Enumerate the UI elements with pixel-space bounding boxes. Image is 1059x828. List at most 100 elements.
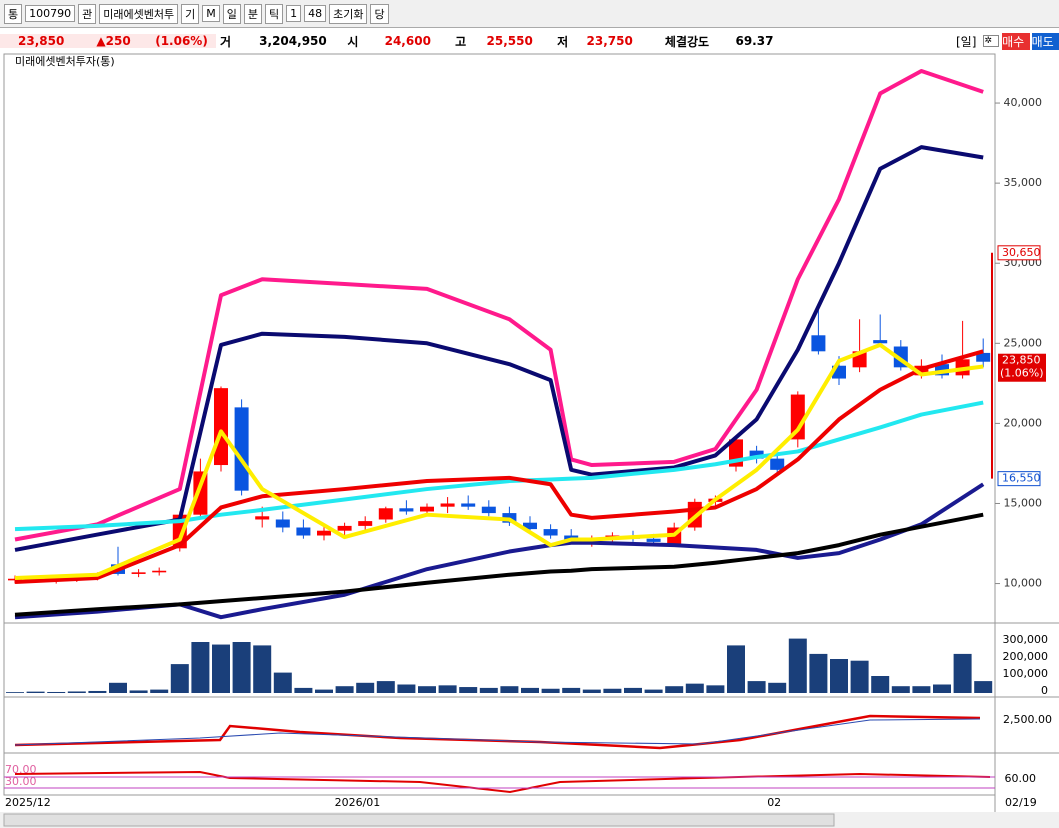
candle-body	[152, 570, 167, 573]
volume-bar	[562, 687, 581, 693]
current-box	[998, 353, 1046, 382]
candle-body	[440, 503, 455, 507]
volume-tick-label: 300,000	[1003, 633, 1049, 646]
period[interactable]: [일]	[955, 34, 977, 49]
volume-bar	[356, 682, 375, 693]
candle-body	[420, 506, 434, 512]
candle-body	[976, 352, 991, 362]
candle-body	[337, 525, 352, 531]
change: ▲250	[96, 34, 156, 48]
marker-label: 30,650	[1002, 246, 1041, 259]
indicator-line	[14, 400, 984, 532]
volume-tick-label: 100,000	[1003, 667, 1049, 680]
current-rate: (1.06%)	[1000, 367, 1044, 380]
high: 25,550	[486, 34, 533, 48]
toolbar-item[interactable]: 48	[304, 5, 327, 22]
toolbar-item[interactable]: 분	[243, 3, 262, 24]
volume-bar	[170, 664, 189, 693]
toolbar-item[interactable]: 일	[222, 3, 241, 24]
low: 23,750	[586, 34, 633, 48]
volume-bar	[47, 691, 66, 693]
volume-bar	[871, 676, 890, 693]
indicator-line	[14, 512, 984, 617]
volume-bar	[150, 689, 169, 693]
toolbar-item[interactable]: 미래에셋벤처투	[99, 3, 179, 24]
volume-bar	[624, 687, 642, 693]
volume-bar	[830, 659, 848, 693]
label: 거	[219, 34, 232, 49]
volume-bar	[706, 685, 725, 693]
price: 23,850	[0, 34, 97, 48]
candle-body	[378, 508, 393, 520]
candle-body	[358, 521, 373, 526]
toolbar-item[interactable]: M	[202, 5, 220, 22]
toolbar-item[interactable]: 통	[4, 3, 23, 24]
x-tick-label: 02	[767, 796, 781, 809]
indicator-line	[14, 69, 984, 542]
volume-bar	[809, 653, 828, 693]
y-tick-label: 35,000	[1004, 176, 1043, 189]
label: 체결강도	[664, 34, 710, 49]
indicator-label: 70.00	[5, 763, 37, 776]
volume-bar	[603, 688, 622, 693]
volume-bar	[88, 690, 107, 693]
last-date: 02/19	[1005, 796, 1037, 809]
candle-body	[234, 407, 249, 491]
candle-body	[790, 394, 805, 440]
x-tick-label: 2025/12	[5, 796, 51, 809]
volume-bar	[129, 690, 148, 693]
label: 고	[455, 34, 467, 49]
candle-body	[193, 471, 208, 515]
toolbar-item[interactable]: 100790	[25, 5, 76, 22]
volume: 3,204,950	[259, 34, 327, 48]
candle-body	[873, 340, 888, 344]
indicator-line	[14, 342, 984, 580]
y-tick-label: 15,000	[1004, 496, 1043, 509]
volume-bar	[644, 689, 663, 693]
candle-body	[770, 458, 785, 470]
toolbar-item[interactable]: 당	[370, 3, 389, 24]
volume-bar	[891, 686, 910, 693]
toolbar-item[interactable]: 초기화	[329, 3, 368, 24]
candle-body	[8, 578, 22, 581]
candle-body	[275, 519, 290, 528]
y-tick-label: 10,000	[1004, 577, 1043, 590]
strength: 69.37	[735, 34, 774, 48]
candle-body	[935, 364, 949, 376]
candle-body	[481, 506, 496, 514]
candle-body	[296, 527, 311, 536]
volume-bar	[109, 682, 127, 693]
label: 시	[347, 34, 359, 49]
volume-bar	[6, 692, 24, 693]
toolbar-item[interactable]: 관	[78, 3, 97, 24]
volume-bar	[500, 686, 519, 693]
indicator-label: 30.00	[5, 775, 37, 788]
toolbar-item[interactable]: 틱	[264, 3, 284, 24]
toolbar-item[interactable]: 기	[181, 3, 200, 24]
marker-label: 16,550	[1002, 472, 1041, 485]
buy-button[interactable]: 매수	[1002, 32, 1030, 50]
volume-bar	[273, 672, 292, 693]
volume-bar	[479, 687, 498, 693]
volume-bar	[521, 687, 539, 693]
indicator-line	[14, 145, 984, 552]
volume-bar	[335, 686, 354, 693]
volume-tick-label: 0	[1041, 684, 1048, 697]
volume-bar	[912, 686, 931, 693]
y-tick-label: 25,000	[1004, 336, 1043, 349]
sell-button[interactable]: 매도	[1031, 32, 1059, 50]
volume-bar	[582, 689, 601, 693]
indicator-line	[14, 349, 984, 584]
volume-bar	[768, 682, 787, 693]
chart-title: 미래에셋벤처투자(통)	[15, 55, 115, 68]
volume-bar	[665, 686, 684, 693]
indicator-line	[14, 482, 985, 620]
candle-body	[543, 529, 558, 536]
rate: (1.06%)	[155, 34, 216, 48]
candle-body	[131, 572, 146, 574]
candle-body	[749, 450, 764, 459]
volume-bar	[727, 645, 745, 693]
toolbar-item[interactable]: 1	[286, 5, 302, 22]
candle-body	[214, 388, 228, 466]
